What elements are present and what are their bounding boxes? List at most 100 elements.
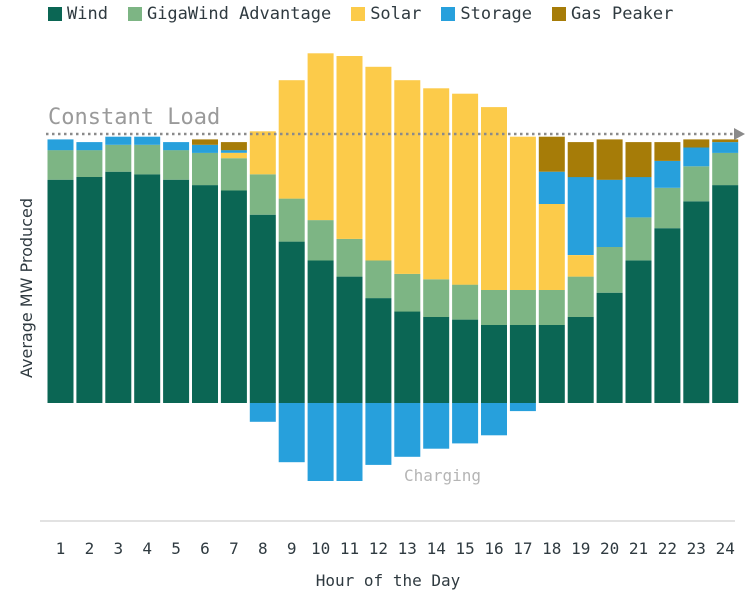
bar-segment-wind-hour-24 xyxy=(712,185,739,403)
bar-segment-solar-hour-8 xyxy=(249,131,276,175)
bar-segment-gigawind-advantage-hour-7 xyxy=(220,158,247,191)
bar-segment-storage-hour-16 xyxy=(481,403,507,436)
x-tick-label: 12 xyxy=(369,539,388,558)
x-tick-label: 6 xyxy=(200,539,210,558)
bar-segment-gas-peaker-hour-21 xyxy=(625,142,652,178)
bar-segment-gigawind-advantage-hour-14 xyxy=(423,279,450,317)
bar-segment-gigawind-advantage-hour-13 xyxy=(394,273,421,312)
bar-segment-storage-hour-9 xyxy=(278,403,305,463)
bar-segment-gigawind-advantage-hour-1 xyxy=(47,150,74,180)
bar-segment-gigawind-advantage-hour-23 xyxy=(683,166,710,202)
bar-segment-gas-peaker-hour-18 xyxy=(538,136,565,172)
bar-segment-storage-hour-15 xyxy=(452,403,479,444)
x-tick-labels: 1 2 3 4 5 6 7 8 9 10 11 12 13 14 15 16 17 18 19 20 21 22 23 24 xyxy=(56,539,735,558)
x-tick-label: 14 xyxy=(427,539,446,558)
bar-segment-storage-hour-12 xyxy=(365,403,392,465)
bar-segment-storage-hour-3 xyxy=(105,136,132,145)
bar-segment-gigawind-advantage-hour-10 xyxy=(307,220,334,261)
bar-segment-wind-hour-22 xyxy=(654,228,681,403)
bar-segment-wind-hour-15 xyxy=(452,319,479,403)
bar-segment-storage-hour-18 xyxy=(538,171,565,204)
x-tick-label: 4 xyxy=(142,539,152,558)
x-tick-label: 13 xyxy=(398,539,417,558)
bar-segment-storage-hour-19 xyxy=(567,177,594,255)
x-tick-label: 15 xyxy=(455,539,474,558)
bar-segment-wind-hour-5 xyxy=(163,179,190,403)
bar-segment-gigawind-advantage-hour-24 xyxy=(712,152,739,186)
legend-swatch-wind xyxy=(48,7,62,21)
legend-label-solar: Solar xyxy=(370,4,422,24)
bar-segment-wind-hour-9 xyxy=(278,241,305,403)
bar-segment-wind-hour-1 xyxy=(47,179,74,403)
bar-segment-wind-hour-11 xyxy=(336,276,363,403)
bar-segment-gigawind-advantage-hour-21 xyxy=(625,217,652,261)
x-tick-label: 8 xyxy=(258,539,268,558)
bar-segment-solar-hour-10 xyxy=(307,53,334,221)
bar-segment-solar-hour-19 xyxy=(567,255,594,277)
x-tick-label: 19 xyxy=(571,539,590,558)
bar-segment-wind-hour-19 xyxy=(567,316,594,403)
x-tick-label: 24 xyxy=(716,539,735,558)
bar-segment-wind-hour-2 xyxy=(76,177,103,403)
legend-label-wind: Wind xyxy=(67,4,108,24)
legend-item-solar: Solar xyxy=(351,4,421,24)
bar-segment-gigawind-advantage-hour-6 xyxy=(192,152,218,186)
bar-segment-wind-hour-14 xyxy=(423,316,450,403)
legend-item-wind: Wind xyxy=(48,4,108,24)
bar-segment-solar-hour-17 xyxy=(509,136,536,290)
bar-segment-gigawind-advantage-hour-3 xyxy=(105,144,132,172)
bar-segment-gigawind-advantage-hour-15 xyxy=(452,284,479,320)
bar-segment-solar-hour-18 xyxy=(538,203,565,290)
x-tick-label: 17 xyxy=(513,539,532,558)
constant-load-line-group: Constant Load xyxy=(46,105,745,140)
x-axis-title: Hour of the Day xyxy=(316,571,461,590)
legend-item-storage: Storage xyxy=(441,4,532,24)
bar-segment-storage-hour-21 xyxy=(625,177,652,218)
legend-label-gas-peaker: Gas Peaker xyxy=(571,4,674,24)
legend-item-gigawind: GigaWind Advantage xyxy=(127,4,331,24)
x-tick-label: 16 xyxy=(484,539,503,558)
bar-segment-storage-hour-2 xyxy=(76,142,103,151)
legend-swatch-storage xyxy=(441,7,456,21)
bar-segment-storage-hour-20 xyxy=(596,179,623,247)
bar-segment-storage-hour-4 xyxy=(134,136,161,145)
bar-segment-gas-peaker-hour-22 xyxy=(654,142,681,161)
bar-segment-solar-hour-13 xyxy=(394,80,421,274)
bar-segment-gigawind-advantage-hour-2 xyxy=(76,150,103,177)
x-tick-label: 18 xyxy=(542,539,561,558)
bar-segment-wind-hour-3 xyxy=(105,171,132,403)
constant-load-arrow-icon xyxy=(734,128,745,140)
bar-segment-storage-hour-14 xyxy=(423,403,450,449)
charging-annotation: Charging xyxy=(404,466,481,485)
legend-swatch-gas-peaker xyxy=(552,7,567,21)
bar-segment-wind-hour-16 xyxy=(481,325,507,403)
bar-segment-wind-hour-13 xyxy=(394,311,421,403)
bar-segment-solar-hour-16 xyxy=(481,107,507,290)
bar-segment-storage-hour-11 xyxy=(336,403,363,481)
bar-segment-solar-hour-11 xyxy=(336,56,363,239)
bar-segment-storage-hour-10 xyxy=(307,403,334,481)
constant-load-label: Constant Load xyxy=(48,105,220,130)
bar-segment-wind-hour-7 xyxy=(220,190,247,403)
bar-segment-wind-hour-18 xyxy=(538,325,565,403)
x-tick-label: 10 xyxy=(311,539,330,558)
bar-segment-gas-peaker-hour-24 xyxy=(712,139,739,143)
legend: Wind GigaWind Advantage Solar Storage Ga… xyxy=(48,4,693,24)
bar-segment-wind-hour-20 xyxy=(596,292,623,403)
bar-segment-solar-hour-14 xyxy=(423,88,450,280)
bar-segment-solar-hour-15 xyxy=(452,93,479,285)
x-tick-label: 3 xyxy=(113,539,123,558)
legend-item-gas-peaker: Gas Peaker xyxy=(552,4,673,24)
bar-segment-gigawind-advantage-hour-4 xyxy=(134,144,161,175)
bar-segment-solar-hour-7 xyxy=(220,152,247,159)
legend-swatch-gigawind xyxy=(127,7,142,21)
bar-segment-storage-hour-23 xyxy=(683,147,710,167)
bar-segment-gigawind-advantage-hour-20 xyxy=(596,247,623,293)
bar-segment-gigawind-advantage-hour-16 xyxy=(481,290,507,325)
bar-segment-gigawind-advantage-hour-17 xyxy=(509,290,536,325)
bar-segment-gigawind-advantage-hour-19 xyxy=(567,276,594,317)
bar-segment-solar-hour-9 xyxy=(278,80,305,199)
bar-segment-gas-peaker-hour-7 xyxy=(220,142,247,151)
x-tick-label: 7 xyxy=(229,539,239,558)
